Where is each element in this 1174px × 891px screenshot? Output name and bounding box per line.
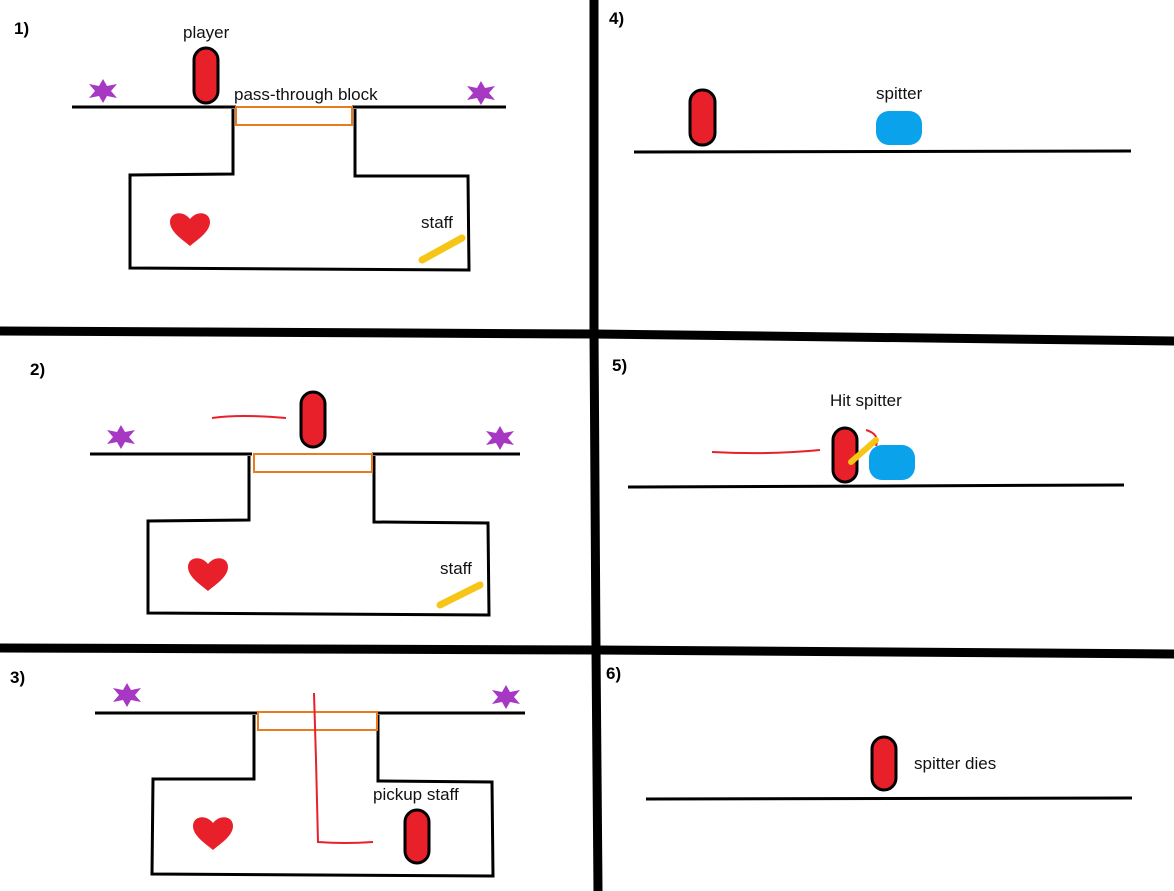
level-outline (95, 711, 525, 878)
pass-through-block-label: pass-through block (234, 85, 378, 104)
pass-through-block (235, 106, 353, 126)
panel-number: 2) (30, 360, 45, 379)
staff-icon (418, 234, 466, 264)
spark-icon (113, 683, 141, 707)
panel-5: 5) Hit spitter (612, 356, 1125, 489)
spark-icon (486, 426, 514, 450)
player-capsule-icon (688, 88, 717, 147)
spark-icon (467, 81, 495, 105)
spark-icon (89, 79, 117, 103)
panel-number: 4) (609, 9, 624, 28)
panel-number: 5) (612, 356, 627, 375)
heart-icon (170, 213, 210, 246)
panel-number: 6) (606, 664, 621, 683)
panel-2: 2) staff (30, 360, 520, 617)
ground-line (645, 796, 1133, 801)
spitter-dies-label: spitter dies (914, 754, 996, 773)
horizontal-divider-bottom (0, 643, 1174, 659)
spitter-blob-icon (876, 111, 922, 145)
ground-line (633, 149, 1132, 154)
pickup-staff-label: pickup staff (373, 785, 459, 804)
player-capsule-icon (403, 808, 431, 865)
player-capsule-icon (831, 426, 859, 484)
heart-icon (193, 817, 233, 850)
swing-arc (865, 429, 878, 447)
player-capsule-icon (192, 46, 220, 105)
level-outline (72, 105, 506, 272)
panel-6: 6) spitter dies (606, 664, 1133, 801)
level-outline (90, 452, 520, 617)
spark-icon (492, 685, 520, 709)
panel-number: 1) (14, 19, 29, 38)
staff-label: staff (440, 559, 472, 578)
motion-trail (211, 415, 287, 419)
motion-trail (711, 449, 821, 455)
player-capsule-icon (870, 735, 898, 792)
player-label: player (183, 23, 230, 42)
spitter-blob-icon (869, 445, 915, 480)
panel-number: 3) (10, 668, 25, 687)
panel-3: 3) pickup staff (10, 668, 525, 878)
panel-4: 4) spitter (609, 9, 1132, 154)
staff-icon (848, 437, 879, 465)
pass-through-block (257, 711, 378, 731)
vertical-divider (589, 0, 603, 891)
player-capsule-icon (299, 390, 327, 449)
spark-icon (107, 425, 135, 449)
staff-icon (436, 581, 484, 609)
motion-trail (313, 692, 374, 844)
panel-1: 1) player pass-through block staff (14, 19, 506, 272)
spitter-label: spitter (876, 84, 923, 103)
heart-icon (188, 558, 228, 591)
staff-label: staff (421, 213, 453, 232)
ground-line (627, 483, 1125, 489)
pass-through-block (253, 453, 373, 473)
horizontal-divider-top (0, 326, 1174, 346)
hit-spitter-label: Hit spitter (830, 391, 902, 410)
